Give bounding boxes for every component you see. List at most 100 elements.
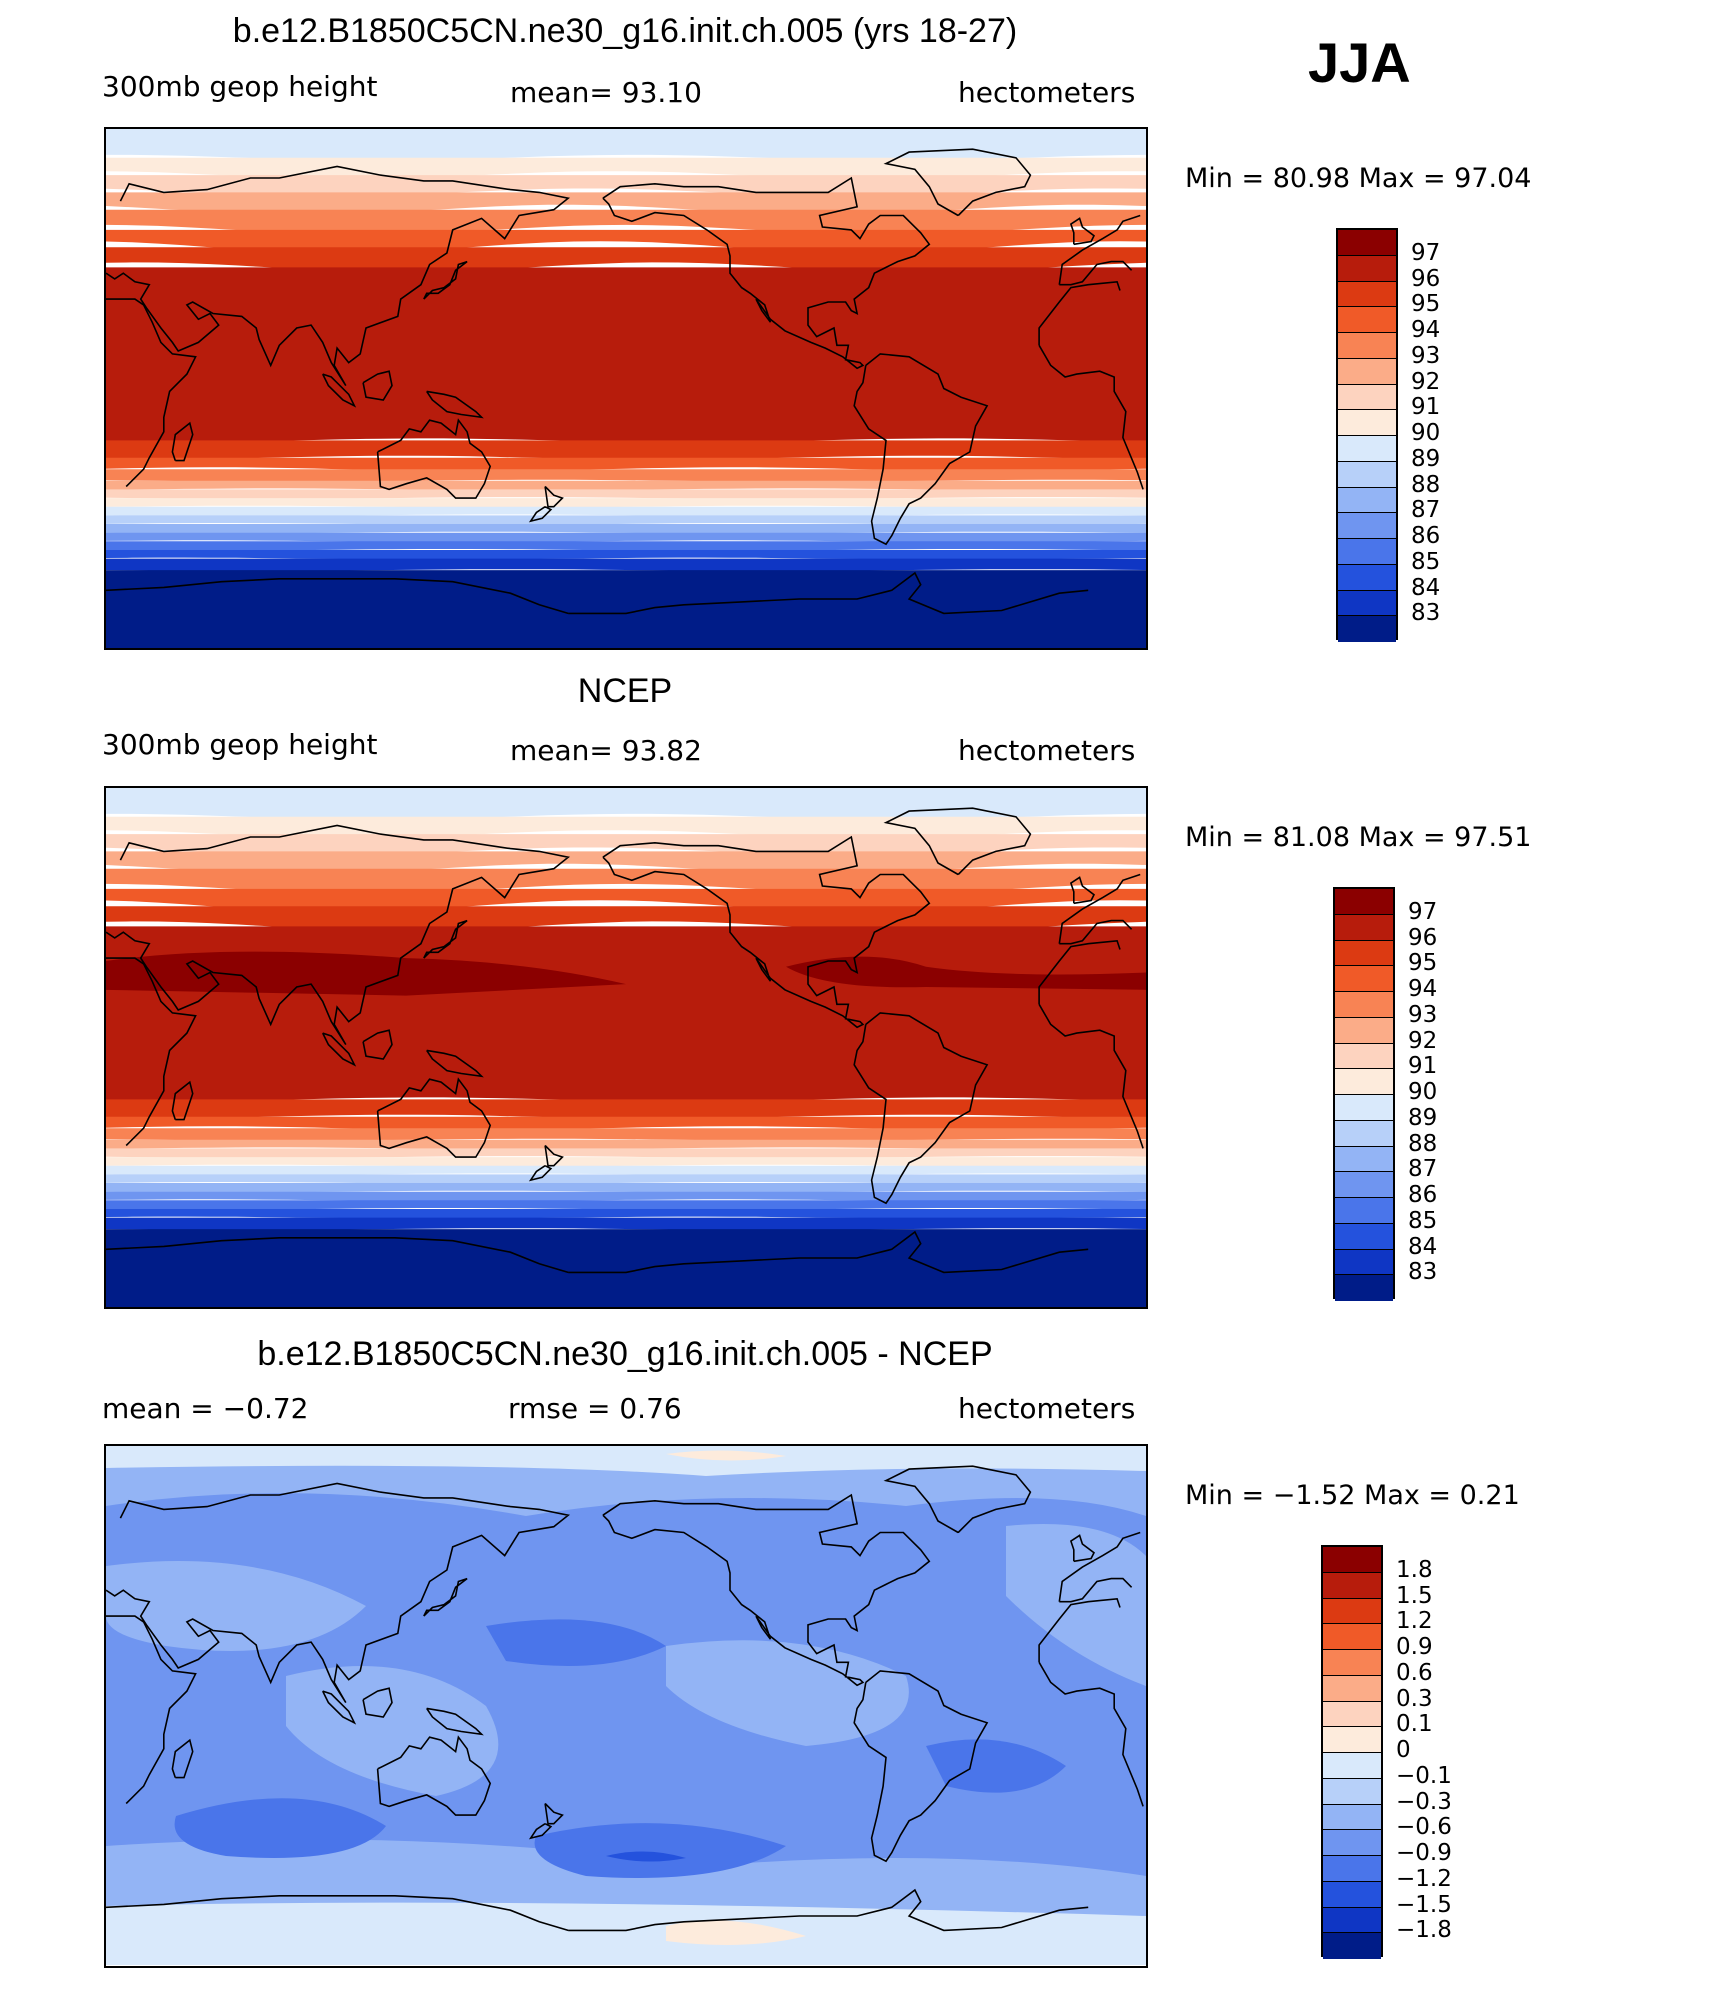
colorbar-tick-label: 86 [1408,1182,1438,1208]
colorbar-segment [1335,992,1393,1018]
colorbar-segment [1338,590,1396,617]
colorbar-tick-label: 87 [1411,497,1441,524]
coastline [321,1690,357,1725]
colorbar-segment [1335,1120,1393,1147]
colorbar-segment [1335,1146,1393,1173]
contour-band [106,532,1146,543]
coastline [853,1670,989,1863]
colorbar-tick-label: 95 [1408,950,1438,977]
contour-region [666,1920,806,1945]
coastline [171,1080,194,1121]
colorbar-tick-label: 89 [1408,1104,1438,1131]
colorbar-segment [1335,1043,1393,1070]
panel-3-units-label: hectometers [958,1392,1136,1425]
colorbar-segment [1338,410,1396,436]
panel-1-map [104,127,1148,650]
coastline [376,418,492,499]
colorbar-segment [1338,513,1396,539]
panel-1-left-label: 300mb geop height [102,70,378,103]
panel-2-minmax: Min = 81.08 Max = 97.51 [1185,822,1532,853]
contour-band [106,1157,1146,1167]
colorbar-segment [1323,1547,1381,1573]
colorbar-tick-label: 96 [1411,265,1441,292]
colorbar-tick-label: 93 [1411,342,1441,369]
colorbar-segment [1335,966,1393,992]
contour-band [106,1116,1146,1131]
contour-region [534,1823,786,1878]
colorbar-segment [1323,1881,1381,1908]
contour-region [174,1798,386,1858]
colorbar-tick-label: 84 [1411,574,1441,601]
colorbar-segment [1335,889,1393,915]
contour-band [106,1174,1146,1184]
contour-band [106,440,1146,460]
colorbar-segment [1335,1069,1393,1095]
colorbar-segment [1338,616,1396,642]
coastline [883,148,1032,217]
high-pressure-region [786,956,1146,990]
colorbar-tick-label: 97 [1411,239,1441,266]
colorbar-tick-label: 90 [1408,1079,1438,1105]
contour-region [106,1561,366,1651]
panel-3-colorbar [1321,1545,1383,1959]
contour-band [106,906,1146,932]
coastline [106,1888,1089,1932]
panel-2-units-label: hectometers [958,734,1136,767]
contour-region [666,1450,786,1461]
coastline [602,835,931,1029]
coastline [426,390,484,419]
colorbar-segment [1323,1856,1381,1882]
panel-3-rmse-label: rmse = 0.76 [508,1392,682,1425]
coastline [528,1164,553,1182]
colorbar-segment [1338,461,1396,488]
colorbar-tick-label: 1.2 [1396,1608,1433,1635]
coastline [106,280,1144,490]
contour-band [106,498,1146,508]
coastline [423,260,468,300]
contour-band [106,788,1146,820]
colorbar-segment [1335,1172,1393,1198]
contour-band [106,1200,1146,1210]
coastline [602,176,931,370]
colorbar-segment [1323,1933,1381,1959]
coastline [106,939,1144,1149]
high-pressure-region [106,951,626,996]
coastline [544,485,564,508]
colorbar-tick-label: −1.2 [1396,1865,1452,1892]
season-label: JJA [1308,31,1411,94]
colorbar-segment [1335,1275,1393,1301]
colorbar-tick-label: −0.3 [1396,1788,1452,1815]
colorbar-segment [1338,307,1396,333]
colorbar-segment [1323,1598,1381,1625]
coastline [1069,217,1096,246]
colorbar-segment [1338,281,1396,308]
panel-3-mean-label: mean = −0.72 [102,1392,309,1425]
contour-region [1006,1524,1146,1686]
coastline [426,1707,484,1736]
coastline [426,1049,484,1078]
contour-band [106,558,1146,572]
colorbar-segment [1338,539,1396,565]
colorbar-tick-label: 91 [1411,394,1441,421]
colorbar-tick-label: 0.1 [1396,1711,1433,1738]
colorbar-segment [1323,1675,1381,1702]
coastline [376,1735,492,1816]
colorbar-segment [1335,1223,1393,1250]
contour-band [106,1191,1146,1202]
panel-2-mean-label: mean= 93.82 [510,734,702,767]
colorbar-tick-label: −0.9 [1396,1840,1452,1866]
panel-3-map [104,1444,1148,1968]
contour-band [106,247,1146,273]
colorbar-tick-label: 88 [1411,471,1441,498]
colorbar-tick-label: 84 [1408,1233,1438,1260]
colorbar-segment [1335,1017,1393,1044]
panel-2-left-label: 300mb geop height [102,728,378,761]
contour-band [106,1229,1146,1307]
coastline [362,370,393,401]
coastline [106,571,1089,615]
contour-band [106,1099,1146,1119]
contour-region [486,1619,666,1666]
coastline [853,353,989,546]
contour-band [106,469,1146,482]
panel-1-minmax: Min = 80.98 Max = 97.04 [1185,163,1532,194]
